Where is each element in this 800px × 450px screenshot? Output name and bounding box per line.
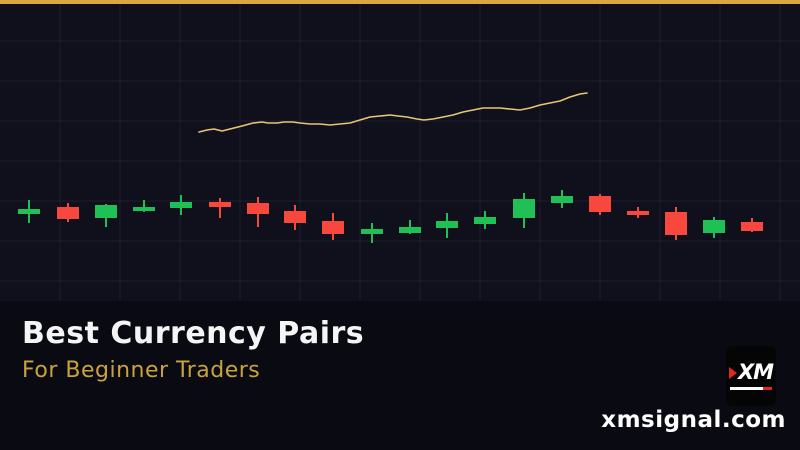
play-triangle-icon bbox=[728, 366, 737, 379]
website-text: xmsignal.com bbox=[601, 407, 786, 433]
accent-top-bar bbox=[0, 0, 800, 4]
xm-logo-row: XM bbox=[728, 360, 774, 384]
xm-logo: XM bbox=[726, 346, 776, 406]
xm-logo-text: XM bbox=[737, 360, 774, 384]
underline-white-segment bbox=[730, 387, 763, 390]
chart-canvas bbox=[0, 4, 800, 301]
page-subtitle: For Beginner Traders bbox=[22, 358, 261, 383]
xm-logo-underline bbox=[730, 387, 772, 390]
candlestick-chart bbox=[0, 4, 800, 301]
bottom-banner: Best Currency Pairs For Beginner Traders… bbox=[0, 301, 800, 450]
underline-red-segment bbox=[763, 387, 772, 390]
page-title: Best Currency Pairs bbox=[22, 316, 365, 351]
